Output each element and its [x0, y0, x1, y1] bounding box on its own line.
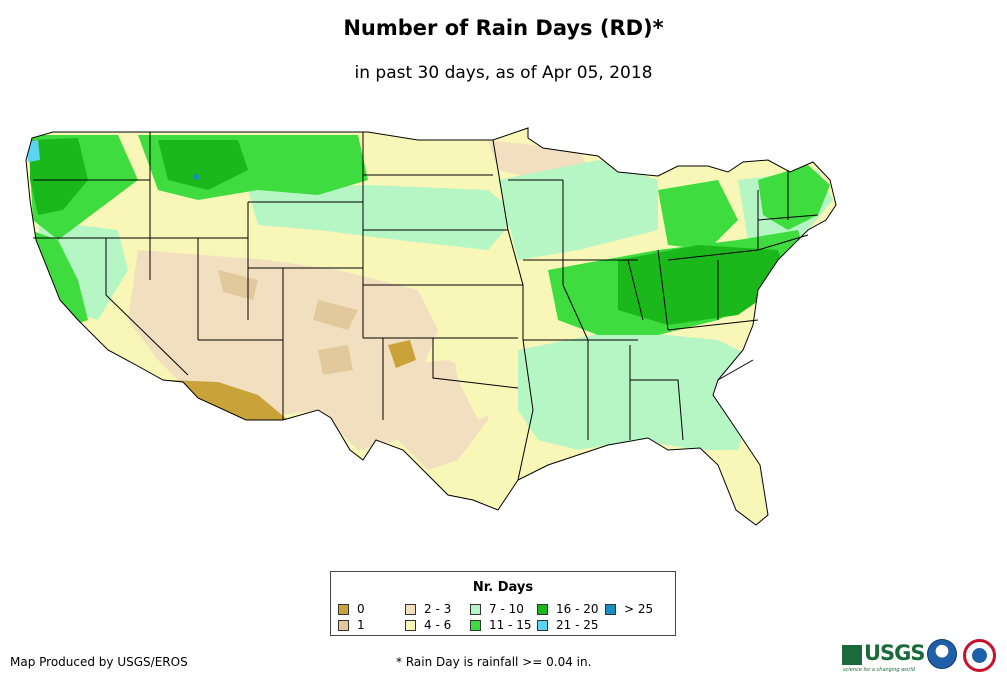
legend-label-5: 11 - 15	[489, 618, 532, 632]
legend-label-3: 4 - 6	[424, 618, 452, 632]
map-title: Number of Rain Days (RD)*	[343, 16, 664, 40]
legend-label-4: 7 - 10	[489, 602, 524, 616]
zone-nm-0	[388, 340, 416, 368]
nws-logo-icon	[963, 639, 996, 672]
zone-southeast-7-10	[518, 330, 758, 450]
usgs-tagline: science for a changing world	[843, 667, 915, 673]
zone-midwest-7-10	[498, 160, 658, 260]
legend-item-6: 16 - 20	[537, 602, 599, 616]
legend-item-1: 1	[338, 618, 365, 632]
legend-label-6: 16 - 20	[556, 602, 599, 616]
rain-day-zones	[26, 135, 833, 470]
zone-ohio-16-20	[618, 245, 788, 325]
legend-swatch-2	[405, 603, 416, 615]
legend-item-5: 11 - 15	[470, 618, 532, 632]
legend-label-1: 1	[357, 618, 365, 632]
legend-label-2: 2 - 3	[424, 602, 452, 616]
state-borders	[25, 127, 837, 526]
legend-swatch-1	[338, 619, 349, 631]
usgs-logo-text: USGS	[864, 641, 926, 665]
agency-logos: USGS science for a changing world	[842, 637, 1002, 681]
us-map	[18, 120, 868, 545]
legend-title: Nr. Days	[472, 580, 534, 595]
us-map-svg	[25, 127, 837, 526]
usgs-mark-icon	[842, 645, 862, 665]
legend-swatch-4	[470, 603, 481, 615]
map-credit: Map Produced by USGS/EROS	[10, 655, 188, 669]
zone-newengland-11-15	[758, 165, 830, 230]
legend-item-0: 0	[338, 602, 365, 616]
legend-item-7: 21 - 25	[537, 618, 599, 632]
zone-southern-az-0	[168, 380, 288, 420]
legend-item-3: 4 - 6	[405, 618, 451, 632]
legend-swatch-7	[537, 619, 548, 631]
zone-central-1	[218, 270, 358, 375]
legend-box: Nr. Days 0 1 2 - 3 4 - 6 7 - 10 11 - 15 …	[330, 571, 676, 636]
nws-inner-icon	[972, 648, 987, 663]
usgs-logo: USGS science for a changing world	[842, 641, 926, 673]
legend-swatch-0	[338, 603, 349, 615]
legend-label-8: > 25	[624, 602, 654, 616]
legend-item-4: 7 - 10	[470, 602, 524, 616]
legend-swatch-6	[537, 603, 548, 615]
zone-michigan-11-15	[658, 180, 738, 250]
legend-label-7: 21 - 25	[556, 618, 599, 632]
zone-northern-plains-7-10	[248, 185, 518, 250]
rain-day-footnote: * Rain Day is rainfall >= 0.04 in.	[396, 655, 592, 669]
legend-item-2: 2 - 3	[405, 602, 451, 616]
zone-california-11-15	[30, 230, 88, 325]
legend-swatch-3	[405, 619, 416, 631]
legend-item-8: > 25	[605, 602, 653, 616]
map-subtitle: in past 30 days, as of Apr 05, 2018	[354, 63, 653, 83]
noaa-logo-icon	[927, 639, 957, 669]
zone-wy-over-25	[193, 174, 199, 180]
legend-label-0: 0	[357, 602, 365, 616]
zone-pnw-16-20	[30, 138, 88, 215]
zone-idaho-16-20	[158, 140, 248, 190]
legend-swatch-5	[470, 619, 481, 631]
legend-swatch-8	[605, 603, 616, 615]
